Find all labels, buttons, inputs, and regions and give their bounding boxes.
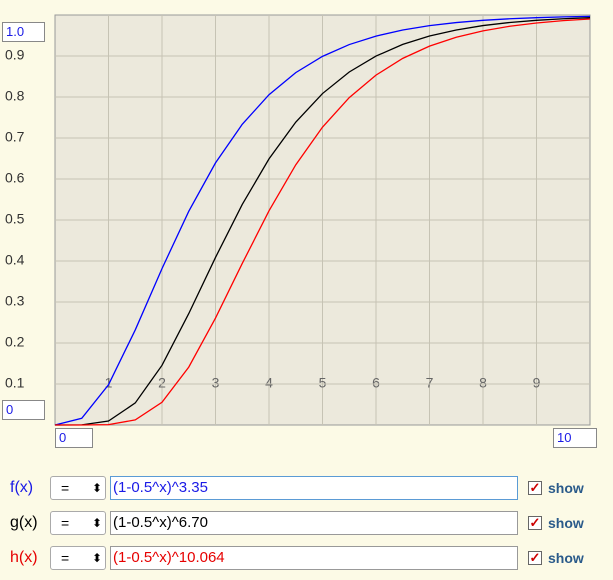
y-tick-label: 0.2: [5, 334, 25, 350]
y-tick-label: 0.5: [5, 211, 25, 227]
y-tick-label: 0.3: [5, 293, 25, 309]
function-label: h(x): [10, 549, 38, 566]
operator-select[interactable]: =: [50, 476, 106, 500]
x-tick-label: 8: [479, 375, 487, 391]
y-tick-label: 0.1: [5, 375, 25, 391]
function-label: g(x): [10, 514, 38, 531]
x-tick-label: 4: [265, 375, 273, 391]
y-max-input[interactable]: 1.0: [2, 22, 45, 42]
curve: [55, 18, 591, 426]
x-tick-label: 1: [105, 375, 113, 391]
y-min-input[interactable]: 0: [2, 400, 45, 420]
expression-input[interactable]: (1-0.5^x)^10.064: [110, 546, 518, 570]
expression-input[interactable]: (1-0.5^x)^3.35: [110, 476, 518, 500]
show-checkbox[interactable]: ✓: [528, 550, 542, 565]
x-max-input[interactable]: 10: [553, 428, 597, 448]
plot: 1 2 3 4 5 6 7 8 9 0.1 0.2 0.3 0.4 0.5 0.6 0.7 0.8 0.9: [5, 14, 591, 426]
show-label: show: [548, 550, 584, 566]
x-tick-label: 5: [319, 375, 327, 391]
x-tick-label: 3: [212, 375, 220, 391]
curve: [54, 17, 591, 426]
x-min-input[interactable]: 0: [55, 428, 93, 448]
curve: [54, 15, 591, 426]
y-tick-label: 0.6: [5, 170, 25, 186]
operator-select[interactable]: =: [50, 511, 106, 535]
y-tick-label: 0.9: [5, 47, 25, 63]
show-label: show: [548, 480, 584, 496]
show-checkbox[interactable]: ✓: [528, 480, 542, 495]
x-tick-label: 7: [426, 375, 434, 391]
y-tick-label: 0.4: [5, 252, 25, 268]
function-label: f(x): [10, 479, 34, 496]
expression-input[interactable]: (1-0.5^x)^6.70: [110, 511, 518, 535]
show-label: show: [548, 515, 584, 531]
x-tick-label: 9: [533, 375, 541, 391]
y-tick-label: 0.8: [5, 88, 25, 104]
x-tick-label: 6: [372, 375, 380, 391]
operator-select[interactable]: =: [50, 546, 106, 570]
show-checkbox[interactable]: ✓: [528, 515, 542, 530]
x-tick-label: 2: [158, 375, 166, 391]
y-tick-label: 0.7: [5, 129, 25, 145]
